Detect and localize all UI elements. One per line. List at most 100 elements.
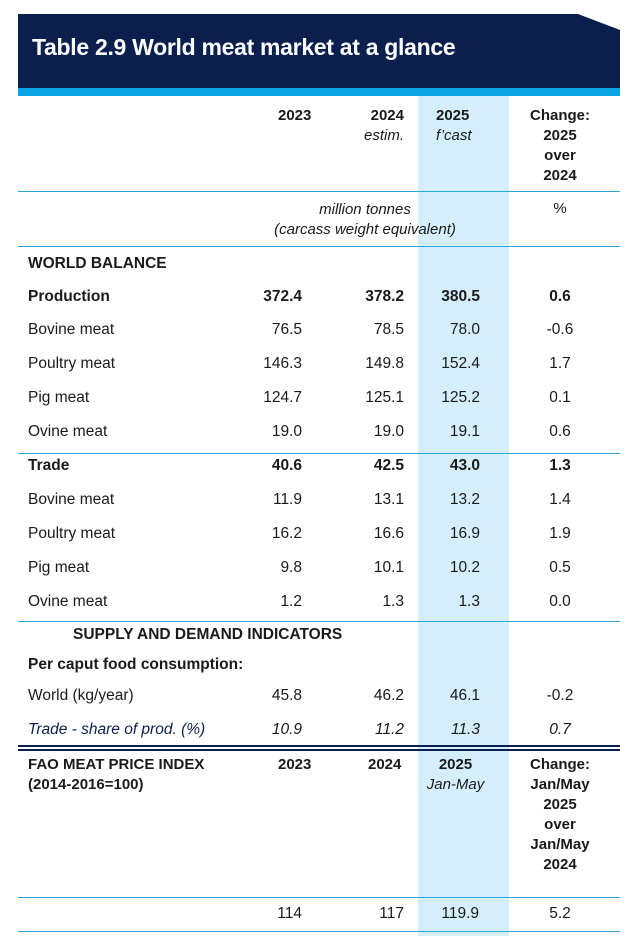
- col-2025-sub: f’cast: [436, 127, 472, 144]
- divider: [18, 621, 620, 622]
- fao-label-1: FAO MEAT PRICE INDEX: [28, 756, 205, 773]
- fao-change-l5: Jan/May: [530, 836, 590, 853]
- accent-strip: [18, 88, 620, 96]
- table-row: Pig meat 9.8 10.1 10.2 0.5: [0, 559, 633, 581]
- row-label: Ovine meat: [28, 423, 108, 440]
- fao-change: 5.2: [549, 905, 571, 922]
- section-label: SUPPLY AND DEMAND INDICATORS: [73, 626, 343, 643]
- fao-2023: 114: [277, 905, 302, 922]
- row-value: 11.9: [272, 491, 302, 508]
- row-value: 16.9: [449, 525, 480, 542]
- table-row: Ovine meat 1.2 1.3 1.3 0.0: [0, 593, 633, 615]
- section-per-caput: Per caput food consumption:: [0, 656, 633, 678]
- row-value: 19.1: [449, 423, 480, 440]
- row-value: 78.5: [373, 321, 404, 338]
- fao-change-l3: 2025: [543, 796, 577, 813]
- row-value: 46.2: [373, 687, 404, 704]
- row-value: 1.2: [280, 593, 302, 610]
- row-value: 0.0: [549, 593, 571, 610]
- row-value: 0.5: [549, 559, 571, 576]
- units-pct: %: [553, 200, 567, 217]
- section-supply-demand: SUPPLY AND DEMAND INDICATORS: [0, 626, 633, 648]
- row-value: 78.0: [449, 321, 480, 338]
- row-value: -0.2: [546, 687, 574, 704]
- fao-change-l6: 2024: [543, 856, 577, 873]
- row-value: 19.0: [373, 423, 404, 440]
- fao-2025: 119.9: [441, 905, 479, 922]
- col-2024-sub: estim.: [363, 127, 404, 144]
- fao-col-2025: 2025 Jan-May: [418, 755, 493, 795]
- forecast-column-highlight: [418, 96, 509, 936]
- row-value: 1.7: [549, 355, 571, 372]
- fao-col-2024: 2024: [368, 756, 402, 773]
- row-value: 0.1: [549, 389, 571, 406]
- row-value: 380.5: [441, 288, 480, 305]
- row-value: 0.6: [549, 423, 571, 440]
- units-label: million tonnes (carcass weight equivalent…: [250, 200, 480, 240]
- row-value: 11.3: [450, 721, 480, 738]
- divider: [18, 897, 620, 898]
- col-2024-year: 2024: [370, 107, 404, 124]
- row-value: 0.7: [549, 721, 571, 738]
- fao-2025-year: 2025: [438, 756, 473, 773]
- row-label: Bovine meat: [28, 321, 115, 338]
- row-value: 1.9: [549, 525, 571, 542]
- row-value: 45.8: [271, 687, 302, 704]
- table-row: Ovine meat 19.0 19.0 19.1 0.6: [0, 423, 633, 445]
- divider: [18, 453, 620, 454]
- row-value: 13.2: [449, 491, 480, 508]
- row-value: 40.6: [271, 457, 302, 474]
- section-label: WORLD BALANCE: [28, 255, 167, 272]
- change-l2: 2025: [543, 127, 577, 144]
- table-row: Bovine meat 11.9 13.1 13.2 1.4: [0, 491, 633, 513]
- row-value: 146.3: [263, 355, 302, 372]
- row-label: Pig meat: [28, 389, 90, 406]
- col-2025-year: 2025: [436, 107, 470, 124]
- row-label: Pig meat: [28, 559, 90, 576]
- fao-col-change: Change: Jan/May 2025 over Jan/May 2024: [515, 755, 605, 875]
- row-value: 1.3: [549, 457, 571, 474]
- units-sub: (carcass weight equivalent): [274, 221, 456, 238]
- row-value: 152.4: [441, 355, 480, 372]
- change-l1: Change:: [530, 107, 590, 124]
- row-value: 43.0: [449, 457, 480, 474]
- row-label: Trade - share of prod. (%): [28, 721, 206, 738]
- section-label: Per caput food consumption:: [28, 656, 244, 673]
- fao-label-2: (2014-2016=100): [28, 776, 144, 793]
- table-row: World (kg/year) 45.8 46.2 46.1 -0.2: [0, 687, 633, 709]
- col-2023: 2023: [278, 107, 312, 124]
- divider: [18, 191, 620, 192]
- table-row: Production 372.4 378.2 380.5 0.6: [0, 288, 633, 310]
- change-l4: 2024: [543, 167, 577, 184]
- row-value: 124.7: [263, 389, 302, 406]
- row-value: 372.4: [263, 288, 302, 305]
- table-row: Bovine meat 76.5 78.5 78.0 -0.6: [0, 321, 633, 343]
- row-value: 149.8: [365, 355, 404, 372]
- fao-change-l2: Jan/May: [530, 776, 590, 793]
- row-value: 16.2: [271, 525, 302, 542]
- row-value: 125.1: [365, 389, 404, 406]
- row-value: 9.8: [280, 559, 302, 576]
- row-value: 16.6: [373, 525, 404, 542]
- fao-2025-sub: Jan-May: [426, 776, 485, 793]
- table-row: Poultry meat 16.2 16.6 16.9 1.9: [0, 525, 633, 547]
- col-2025: 2025 f’cast: [436, 106, 472, 146]
- row-value: 42.5: [373, 457, 404, 474]
- divider: [18, 246, 620, 247]
- row-value: 1.3: [458, 593, 480, 610]
- fao-index-label: FAO MEAT PRICE INDEX (2014-2016=100): [28, 755, 204, 795]
- row-value: 11.2: [374, 721, 404, 738]
- row-value: 46.1: [449, 687, 480, 704]
- table-row: Pig meat 124.7 125.1 125.2 0.1: [0, 389, 633, 411]
- row-label: Ovine meat: [28, 593, 108, 610]
- fao-change-l1: Change:: [530, 756, 590, 773]
- row-label: World (kg/year): [28, 687, 134, 704]
- row-value: 10.2: [449, 559, 480, 576]
- row-value: 1.3: [382, 593, 404, 610]
- row-value: 378.2: [365, 288, 404, 305]
- col-change: Change: 2025 over 2024: [515, 106, 605, 186]
- double-divider-top: [18, 745, 620, 747]
- row-value: 13.1: [373, 491, 404, 508]
- fao-index-row: 114 117 119.9 5.2: [0, 905, 633, 927]
- row-value: 19.0: [271, 423, 302, 440]
